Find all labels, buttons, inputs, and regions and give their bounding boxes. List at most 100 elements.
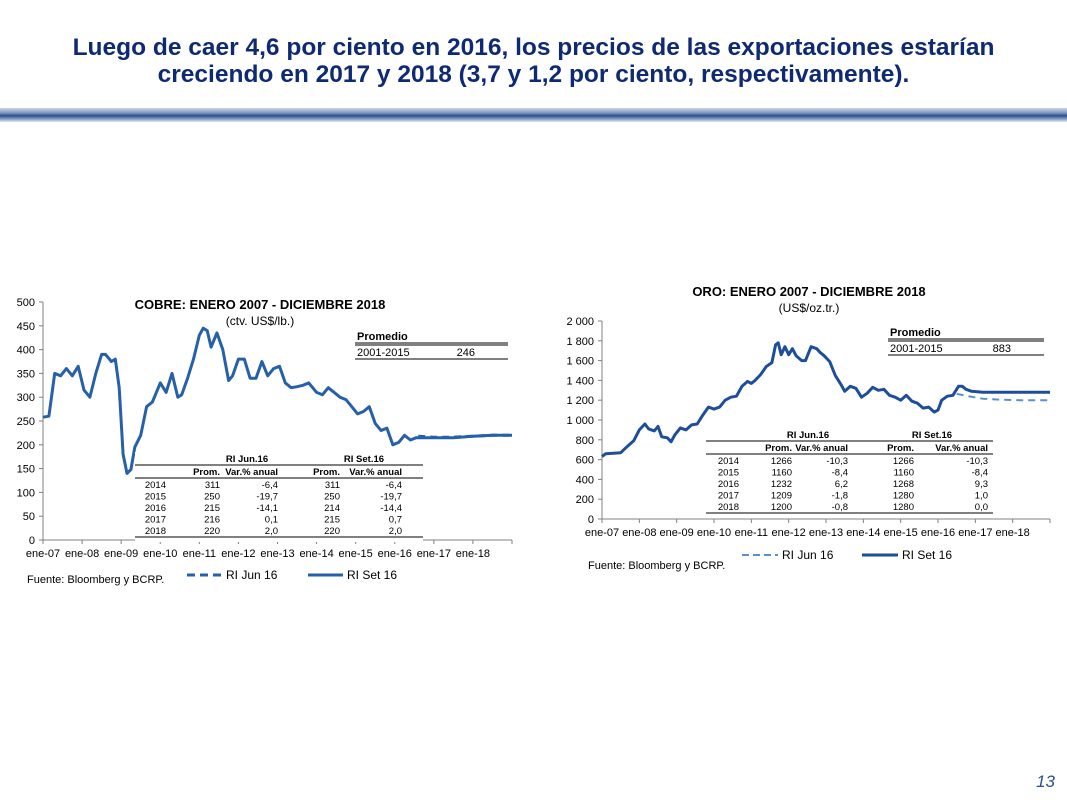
cobre-x-tick-label: ene-11 bbox=[183, 548, 216, 560]
cobre-table-header: Var.% anual bbox=[349, 467, 402, 478]
cobre-y-tick-label: 450 bbox=[17, 321, 35, 333]
oro-chart: ORO: ENERO 2007 - DICIEMBRE 2018 (US$/oz… bbox=[566, 284, 1051, 572]
cobre-table-cell: 0,1 bbox=[265, 515, 278, 526]
oro-source-note: Fuente: Bloomberg y BCRP. bbox=[588, 560, 725, 572]
oro-table-cell: 1209 bbox=[771, 491, 792, 502]
oro-x-tick-label: ene-14 bbox=[846, 527, 880, 539]
oro-table-header: Prom. bbox=[887, 443, 914, 454]
oro-table-cell: 1280 bbox=[893, 491, 914, 502]
cobre-legend: RI Jun 16 RI Set 16 bbox=[187, 568, 397, 582]
oro-y-tick-label: 1 800 bbox=[566, 336, 594, 348]
oro-table-cell: 1266 bbox=[893, 456, 914, 467]
oro-legend-set: RI Set 16 bbox=[902, 548, 952, 562]
cobre-y-tick-label: 500 bbox=[17, 297, 35, 309]
cobre-y-tick-label: 400 bbox=[17, 345, 35, 357]
oro-x-tick-label: ene-11 bbox=[735, 527, 768, 539]
slide-title-line-1: Luego de caer 4,6 por ciento en 2016, lo… bbox=[72, 34, 995, 61]
oro-x-tick-label: ene-15 bbox=[884, 527, 918, 539]
cobre-x-tick-label: ene-09 bbox=[104, 548, 138, 560]
cobre-table-cell: 311 bbox=[205, 480, 220, 491]
cobre-table-cell: -14,1 bbox=[256, 503, 278, 514]
oro-table-cell: -8,4 bbox=[972, 468, 988, 479]
cobre-x-tick-label: ene-17 bbox=[417, 548, 451, 560]
oro-x-tick-label: ene-09 bbox=[660, 527, 694, 539]
oro-promedio-label: Promedio bbox=[890, 327, 941, 339]
oro-table-background bbox=[706, 428, 993, 518]
cobre-table-cell: 220 bbox=[204, 526, 220, 537]
cobre-table-cell: -19,7 bbox=[256, 492, 278, 503]
oro-y-tick-label: 400 bbox=[576, 474, 594, 486]
oro-legend: RI Jun 16 RI Set 16 bbox=[742, 548, 952, 562]
cobre-promedio-period: 2001-2015 bbox=[357, 347, 410, 359]
cobre-x-tick-label: ene-16 bbox=[378, 548, 412, 560]
cobre-promedio-label: Promedio bbox=[357, 331, 408, 343]
oro-table-cell: 2014 bbox=[718, 456, 739, 467]
oro-legend-jun: RI Jun 16 bbox=[782, 548, 834, 562]
cobre-x-tick-label: ene-13 bbox=[260, 548, 294, 560]
oro-table-cell: 1200 bbox=[771, 502, 792, 513]
cobre-table-cell: 220 bbox=[324, 526, 340, 537]
cobre-legend-set: RI Set 16 bbox=[347, 568, 397, 582]
oro-table-cell: -10,3 bbox=[826, 456, 848, 467]
cobre-table-cell: 2017 bbox=[145, 515, 166, 526]
cobre-table-header: Prom. bbox=[193, 467, 220, 478]
cobre-y-tick-label: 0 bbox=[29, 535, 35, 547]
oro-table-cell: 1266 bbox=[771, 456, 792, 467]
cobre-data-table: RI Jun.16 RI Set.16 Prom. Var.% anual Prom. V… bbox=[135, 452, 423, 542]
cobre-promedio-box: Promedio 2001-2015 246 bbox=[355, 331, 508, 360]
oro-table-cell: 1268 bbox=[893, 479, 914, 490]
oro-y-tick-label: 1 200 bbox=[566, 395, 594, 407]
cobre-promedio-value: 246 bbox=[457, 347, 475, 359]
cobre-table-cell: 311 bbox=[325, 480, 340, 491]
cobre-table-cell: 0,7 bbox=[389, 515, 402, 526]
cobre-table-cell: 215 bbox=[204, 503, 220, 514]
cobre-y-tick-label: 300 bbox=[17, 392, 35, 404]
oro-table-group-jun: RI Jun.16 bbox=[787, 430, 829, 441]
oro-table-header: Var.% anual bbox=[935, 443, 988, 454]
cobre-x-tick-label: ene-18 bbox=[456, 548, 490, 560]
cobre-table-cell: 214 bbox=[324, 503, 340, 514]
cobre-table-cell: 2,0 bbox=[389, 526, 402, 537]
oro-table-cell: 2016 bbox=[718, 479, 739, 490]
page-number: 13 bbox=[1036, 772, 1055, 791]
oro-table-cell: 2015 bbox=[718, 468, 739, 479]
oro-x-tick-label: ene-10 bbox=[697, 527, 731, 539]
cobre-table-cell: -6,4 bbox=[386, 480, 402, 491]
cobre-x-tick-label: ene-14 bbox=[299, 548, 333, 560]
oro-series-ri-jun-16-line bbox=[956, 392, 1050, 402]
oro-table-cell: 0,0 bbox=[975, 502, 988, 513]
cobre-y-tick-label: 50 bbox=[23, 511, 35, 523]
cobre-table-cell: 2014 bbox=[145, 480, 166, 491]
oro-table-cell: 9,3 bbox=[975, 479, 988, 490]
oro-table-cell: 2018 bbox=[718, 502, 739, 513]
oro-series-ri-set-16-line bbox=[601, 341, 1050, 458]
cobre-table-cell: 215 bbox=[324, 515, 340, 526]
cobre-table-cell: 2018 bbox=[145, 526, 166, 537]
cobre-table-header: Var.% anual bbox=[225, 467, 278, 478]
cobre-table-cell: -14,4 bbox=[380, 503, 402, 514]
oro-x-tick-label: ene-07 bbox=[585, 527, 619, 539]
oro-table-cell: 1280 bbox=[893, 502, 914, 513]
oro-table-cell: -10,3 bbox=[966, 456, 988, 467]
cobre-plot-area: 0 50 100 150 200 250 300 350 400 450 500 ene-07 ene-… bbox=[17, 297, 513, 560]
oro-table-cell: 1232 bbox=[771, 479, 792, 490]
oro-y-tick-label: 0 bbox=[588, 514, 594, 526]
cobre-y-tick-label: 250 bbox=[17, 416, 35, 428]
oro-x-tick-label: ene-12 bbox=[772, 527, 806, 539]
cobre-chart: COBRE: ENERO 2007 - DICIEMBRE 2018 (ctv.… bbox=[17, 297, 513, 586]
slide-title-line-2: creciendo en 2017 y 2018 (3,7 y 1,2 por … bbox=[157, 61, 910, 88]
oro-table-cell: 1160 bbox=[894, 468, 914, 479]
oro-chart-title: ORO: ENERO 2007 - DICIEMBRE 2018 bbox=[692, 284, 925, 299]
cobre-y-tick-label: 100 bbox=[17, 487, 35, 499]
oro-table-header: Var.% anual bbox=[795, 443, 848, 454]
oro-table-cell: 2017 bbox=[718, 491, 739, 502]
cobre-table-cell: 2015 bbox=[145, 492, 166, 503]
cobre-y-tick-label: 200 bbox=[17, 440, 35, 452]
oro-promedio-period: 2001-2015 bbox=[890, 343, 943, 355]
oro-table-cell: 1160 bbox=[772, 468, 792, 479]
oro-table-cell: 1,0 bbox=[975, 491, 988, 502]
cobre-table-cell: 2016 bbox=[145, 503, 166, 514]
cobre-table-cell: 250 bbox=[204, 492, 220, 503]
oro-table-cell: -8,4 bbox=[832, 468, 848, 479]
